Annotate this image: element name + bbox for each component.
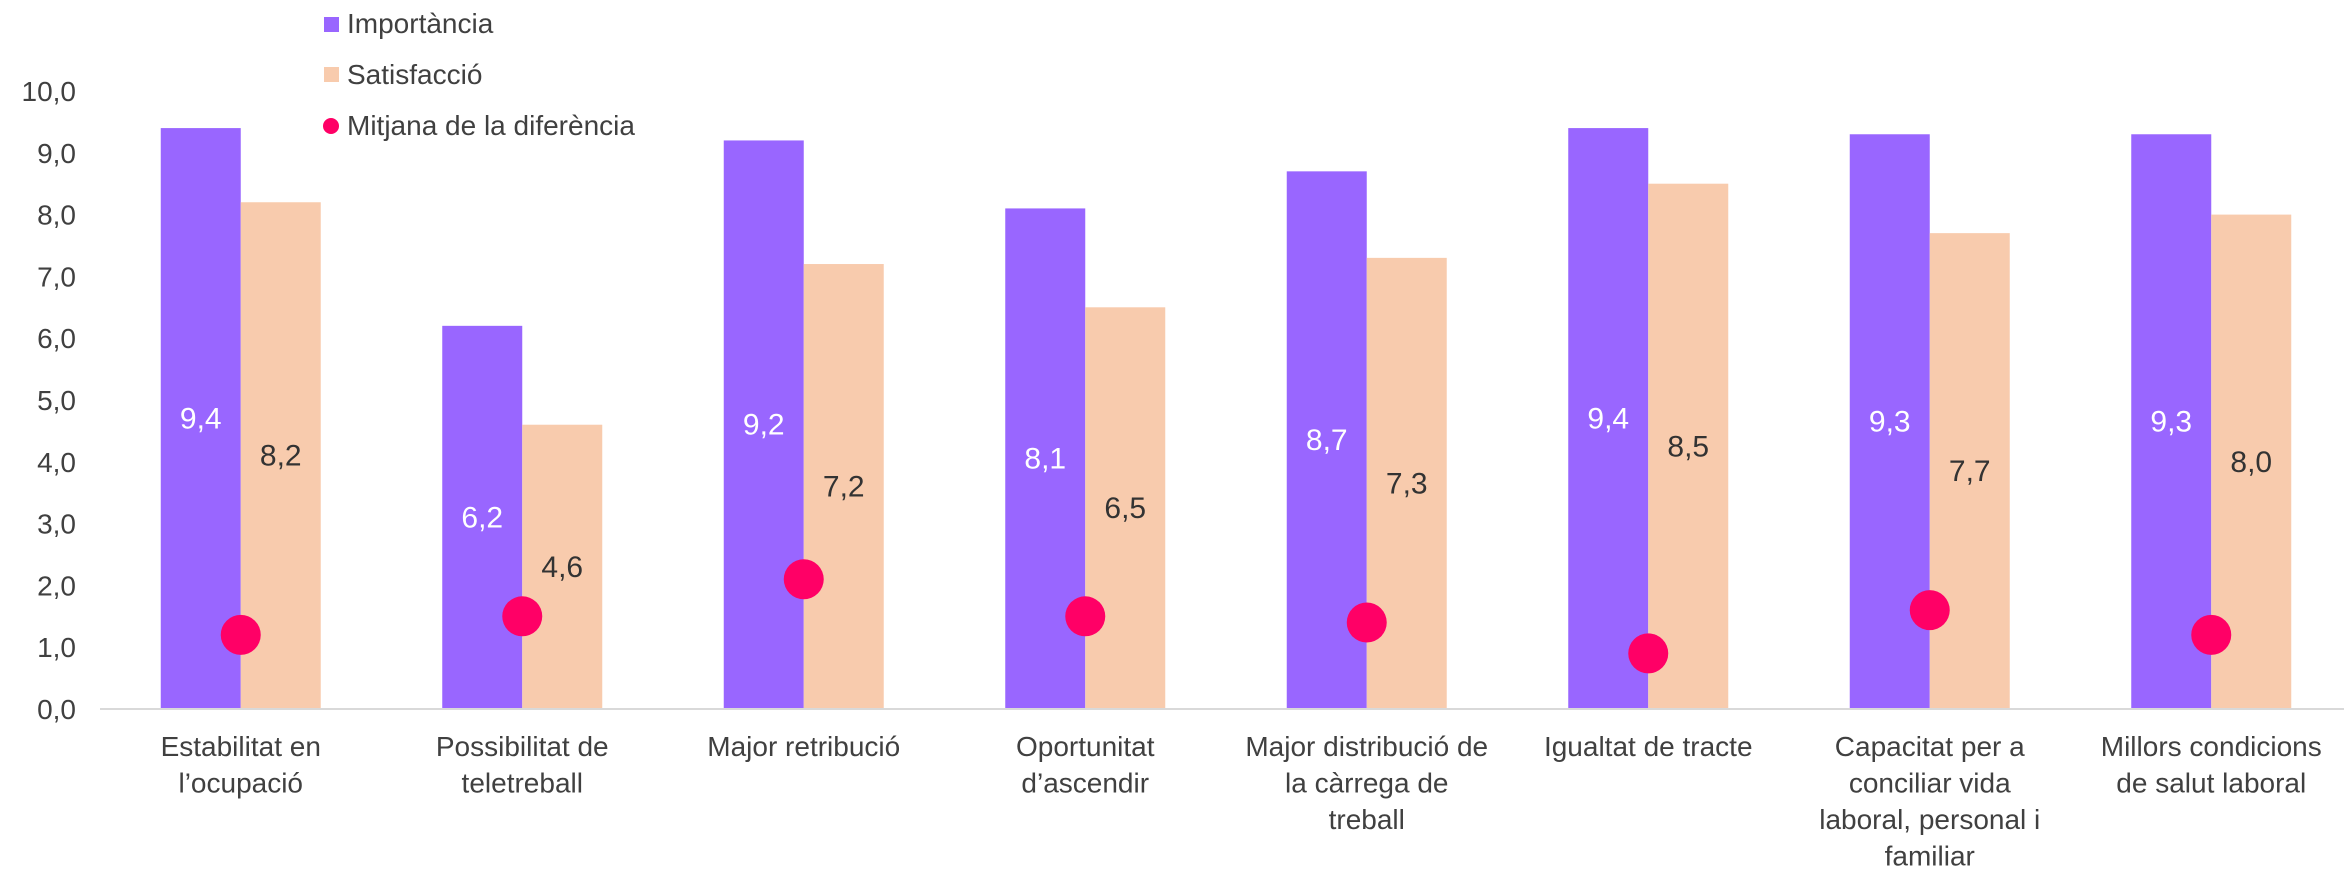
data-label-satisfaccio: 7,3 [1386,467,1428,500]
bar-satisfaccio [1085,307,1166,709]
data-label-satisfaccio: 7,2 [823,471,865,504]
x-tick-label: Oportunitat d’ascendir [1016,731,1155,799]
legend-label-satisfaccio: Satisfacció [347,59,482,90]
bar-importancia [160,128,241,709]
data-label-importancia: 9,4 [1587,403,1629,436]
data-label-satisfaccio: 7,7 [1949,455,1991,488]
legend-label-importancia: Importància [347,8,494,39]
data-label-importancia: 8,1 [1024,443,1066,476]
x-tick-label: Major retribució [707,731,900,762]
data-label-satisfaccio: 8,5 [1667,430,1709,463]
dot-mitjana-diferencia [1346,602,1387,643]
legend-dot-mitjana [323,118,339,134]
bar-importancia [723,140,804,709]
y-tick-label: 1,0 [37,632,76,663]
y-axis: 0,0 1,0 2,0 3,0 4,0 5,0 6,0 7,0 8,0 9,0 10,0 [22,76,77,725]
data-label-satisfaccio: 4,6 [541,551,583,584]
bar-satisfaccio [1929,233,2010,709]
y-tick-label: 4,0 [37,447,76,478]
dot-mitjana-diferencia [1065,596,1106,637]
legend-swatch-importancia [324,17,339,32]
y-tick-label: 7,0 [37,261,76,292]
dot-mitjana-diferencia [220,614,261,655]
x-tick-label: Possibilitat de teletreball [436,731,609,799]
bar-importancia [1568,128,1649,709]
bar-satisfaccio [522,424,603,709]
data-label-satisfaccio: 8,2 [260,440,302,473]
legend-item-importancia: Importància [324,8,494,39]
y-tick-label: 0,0 [37,694,76,725]
data-label-importancia: 9,3 [1869,406,1911,439]
y-tick-label: 6,0 [37,323,76,354]
dot-mitjana-diferencia [1909,590,1950,631]
y-tick-label: 3,0 [37,509,76,540]
y-tick-label: 9,0 [37,138,76,169]
x-axis: Estabilitat en l’ocupació Possibilitat de t… [100,708,2344,870]
y-tick-label: 8,0 [37,200,76,231]
legend-item-mitjana: Mitjana de la diferència [323,110,635,141]
data-label-satisfaccio: 8,0 [2230,446,2272,479]
x-tick-label: Igualtat de tracte [1544,731,1753,762]
x-tick-label: Millors condicions de salut laboral [2101,731,2322,799]
data-label-importancia: 9,4 [180,403,222,436]
x-tick-label: Major distribució de la càrrega de treball [1245,731,1488,835]
bar-satisfaccio [803,264,884,709]
legend-item-satisfaccio: Satisfacció [324,59,482,90]
legend-label-mitjana: Mitjana de la diferència [347,110,635,141]
y-tick-label: 10,0 [22,76,77,107]
bar-importancia [2131,134,2212,709]
y-tick-label: 5,0 [37,385,76,416]
legend-swatch-satisfaccio [324,67,339,82]
legend: Importància Satisfacció Mitjana de la di… [323,8,635,141]
data-label-importancia: 9,2 [743,409,785,442]
data-label-importancia: 8,7 [1306,424,1348,457]
difference-dots [220,559,2232,674]
data-label-satisfaccio: 6,5 [1104,492,1146,525]
x-tick-label: Estabilitat en l’ocupació [161,731,321,799]
data-label-importancia: 9,3 [2150,406,2192,439]
data-label-importancia: 6,2 [461,501,503,534]
dot-mitjana-diferencia [783,559,824,600]
x-tick-label: Capacitat per a conciliar vida laboral, pe… [1819,731,2040,870]
bars: 9,4 8,2 6,2 4,6 9,2 7,2 8,1 6,5 8,7 7,3 9,4 8,5 9,3 7… [160,128,2292,710]
dot-mitjana-diferencia [2191,614,2232,655]
dot-mitjana-diferencia [1628,633,1669,674]
bar-satisfaccio [1648,183,1729,709]
y-tick-label: 2,0 [37,570,76,601]
bar-importancia [442,325,523,709]
dot-mitjana-diferencia [502,596,543,637]
